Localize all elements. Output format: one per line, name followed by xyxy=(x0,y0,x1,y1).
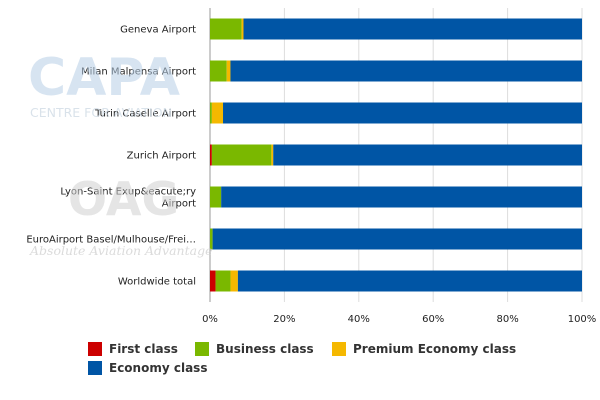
bar-6-2 xyxy=(230,270,238,292)
bar-1-1 xyxy=(210,60,227,82)
x-tick-label-1: 20% xyxy=(273,314,295,325)
x-axis: 0% 20% 40% 60% 80% 100% xyxy=(202,314,596,325)
bars xyxy=(210,18,583,292)
legend-item-2: Premium Economy class xyxy=(332,341,516,357)
bar-0-1 xyxy=(210,18,242,40)
legend-swatch-2 xyxy=(332,342,346,356)
category-labels: Geneva Airport Milan Malpensa Airport Turi… xyxy=(26,25,196,288)
bar-4-3 xyxy=(221,186,582,208)
x-tick-label-0: 0% xyxy=(202,314,218,325)
bar-0-3 xyxy=(243,18,583,40)
x-tick-label-4: 80% xyxy=(496,314,518,325)
bar-6-1 xyxy=(215,270,231,292)
x-tick-label-2: 40% xyxy=(348,314,370,325)
category-label-3: Zurich Airport xyxy=(127,151,196,162)
bar-6-3 xyxy=(237,270,582,292)
bar-2-3 xyxy=(223,102,582,124)
bar-0-2 xyxy=(241,18,244,40)
legend-swatch-1 xyxy=(195,342,209,356)
category-label-1: Milan Malpensa Airport xyxy=(81,67,196,78)
bar-3-3 xyxy=(273,144,582,166)
bar-1-2 xyxy=(226,60,231,82)
category-label-5: EuroAirport Basel/Mulhouse/Frei… xyxy=(26,235,196,246)
category-label-2: Turin Caselle Airport xyxy=(94,109,196,120)
legend-item-0: First class xyxy=(88,341,178,357)
legend-label-2: Premium Economy class xyxy=(353,342,517,356)
legend-label-0: First class xyxy=(109,342,178,356)
legend-label-1: Business class xyxy=(216,342,314,356)
bar-2-2 xyxy=(211,102,224,124)
bar-3-2 xyxy=(271,144,274,166)
legend-label-3: Economy class xyxy=(109,361,208,375)
bar-3-1 xyxy=(211,144,272,166)
legend-item-3: Economy class xyxy=(88,360,207,376)
bar-5-3 xyxy=(212,228,582,250)
legend-swatch-3 xyxy=(88,361,102,375)
x-tick-label-5: 100% xyxy=(568,314,597,325)
bar-1-3 xyxy=(230,60,582,82)
category-label-6: Worldwide total xyxy=(118,277,196,288)
legend-swatch-0 xyxy=(88,342,102,356)
legend-item-1: Business class xyxy=(195,341,314,357)
bar-2-1 xyxy=(210,102,212,124)
category-label-0: Geneva Airport xyxy=(120,25,196,36)
bar-6-0 xyxy=(210,270,216,292)
category-label-4: Lyon-Saint Exup&eacute;ry Airport xyxy=(60,187,196,210)
bar-4-1 xyxy=(210,186,222,208)
bar-3-0 xyxy=(210,144,212,166)
bar-5-1 xyxy=(210,228,213,250)
x-tick-label-3: 60% xyxy=(422,314,444,325)
